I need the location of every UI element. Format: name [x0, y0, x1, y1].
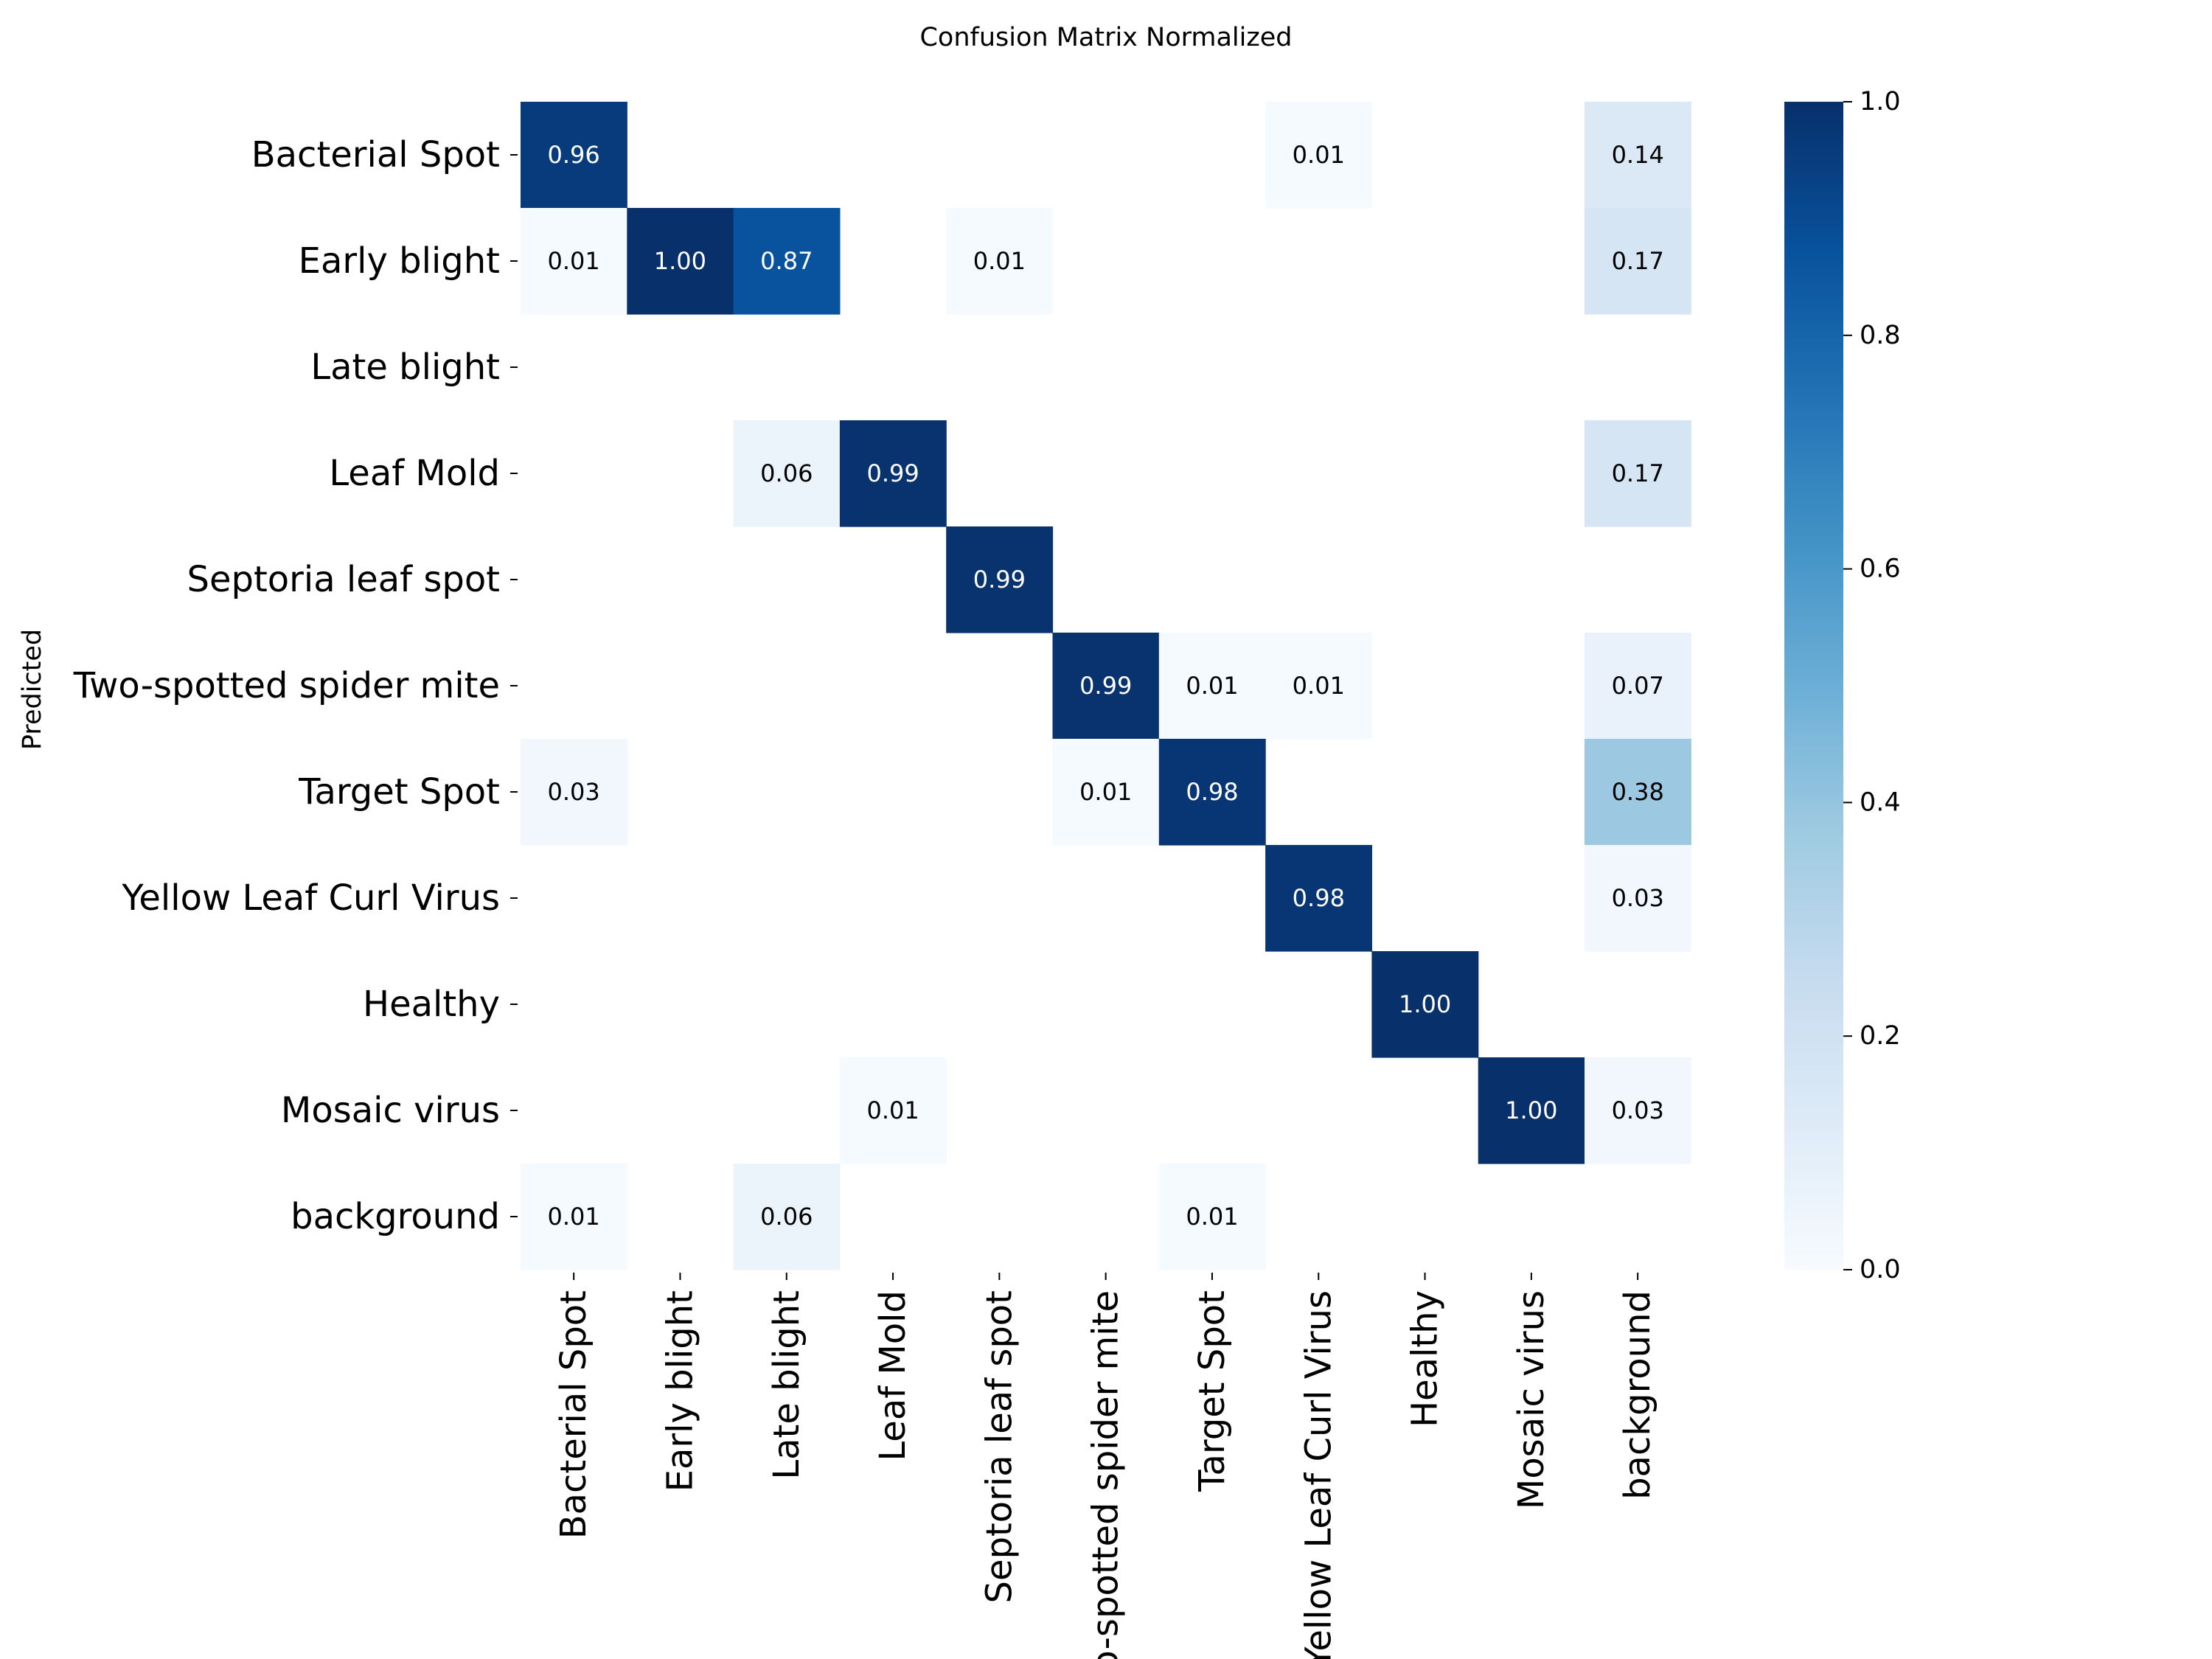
y-tick-label: Mosaic virus	[281, 1090, 500, 1131]
heatmap-cell	[1478, 1057, 1585, 1164]
colorbar-tick-label: 0.6	[1860, 554, 1901, 584]
colorbar-gradient	[1784, 102, 1843, 1270]
y-tick-label: Two-spotted spider mite	[73, 665, 500, 706]
x-tick-label: Leaf Mold	[872, 1290, 914, 1461]
heatmap-cell	[1265, 633, 1372, 740]
heatmap-cell	[1585, 845, 1691, 952]
heatmap-cell	[1585, 633, 1691, 740]
y-tick-label: Leaf Mold	[329, 453, 500, 494]
colorbar-tick-label: 0.2	[1860, 1021, 1901, 1051]
heatmap-cell	[1265, 102, 1372, 209]
cell-value-label: 0.14	[1612, 141, 1664, 169]
x-tick-label: Mosaic virus	[1511, 1290, 1552, 1509]
cell-value-label: 0.01	[547, 247, 599, 275]
heatmap-cell	[733, 208, 841, 315]
heatmap-cell	[839, 420, 947, 527]
x-tick-label: Late blight	[766, 1290, 807, 1480]
cell-value-label: 0.01	[973, 247, 1026, 275]
cell-value-label: 0.99	[1079, 672, 1132, 700]
heatmap-cell	[1585, 1057, 1691, 1164]
heatmap-cell	[1158, 1164, 1266, 1270]
heatmap-cell	[1052, 739, 1160, 846]
cell-value-label: 0.96	[547, 141, 599, 169]
cell-value-label: 0.03	[1612, 1096, 1664, 1124]
cell-value-label: 0.17	[1612, 247, 1664, 275]
chart-title: Confusion Matrix Normalized	[919, 23, 1292, 52]
cell-value-label: 1.00	[1505, 1096, 1557, 1124]
heatmap-cell	[1265, 845, 1372, 952]
heatmap-cell	[627, 208, 734, 315]
cell-value-label: 0.99	[866, 459, 919, 487]
heatmap-cell	[1158, 739, 1266, 846]
cell-value-label: 1.00	[654, 247, 706, 275]
cell-value-label: 1.00	[1399, 990, 1451, 1018]
heatmap-cell	[1585, 102, 1691, 209]
heatmap-cell	[946, 208, 1054, 315]
y-tick-label: Target Spot	[298, 771, 500, 813]
y-tick-label: Bacterial Spot	[251, 134, 500, 175]
y-tick-label: Yellow Leaf Curl Virus	[121, 877, 500, 919]
cell-value-label: 0.38	[1612, 778, 1664, 806]
heatmap-cell	[521, 208, 627, 315]
cell-value-label: 0.01	[1186, 672, 1238, 700]
cell-value-label: 0.01	[1079, 778, 1132, 806]
heatmap-cell	[521, 739, 627, 846]
y-tick-label: Early blight	[299, 240, 500, 282]
cell-value-label: 0.17	[1612, 459, 1664, 487]
y-axis-label: Predicted	[18, 629, 47, 750]
x-tick-label: Septoria leaf spot	[978, 1290, 1020, 1604]
cell-value-labels: 0.96 0.01 0.14 0.01 1.00 0.87 0.01 0.17 0.06 0.99…	[547, 141, 1663, 1231]
heatmap-cells	[521, 102, 1691, 1270]
cell-value-label: 0.03	[1612, 884, 1664, 912]
x-tick-label: Target Spot	[1192, 1290, 1233, 1492]
cell-value-label: 0.01	[866, 1096, 919, 1124]
cell-value-label: 0.03	[547, 778, 599, 806]
cell-value-label: 0.01	[1293, 672, 1345, 700]
cell-value-label: 0.01	[1186, 1203, 1238, 1231]
x-tick-label: Bacterial Spot	[553, 1290, 594, 1539]
cell-value-label: 0.07	[1612, 672, 1664, 700]
heatmap-cell	[733, 1164, 841, 1270]
heatmap-cell	[733, 420, 841, 527]
x-tick-label: Early blight	[660, 1290, 701, 1492]
y-tick-label: background	[291, 1196, 500, 1237]
y-tick-labels: Bacterial Spot Early blight Late blight Lea…	[73, 134, 518, 1237]
heatmap-cell	[1371, 951, 1479, 1058]
heatmap-cell	[1585, 208, 1691, 315]
cell-value-label: 0.98	[1293, 884, 1345, 912]
colorbar-tick-label: 0.0	[1860, 1255, 1901, 1284]
cell-value-label: 0.06	[760, 459, 813, 487]
colorbar-tick-label: 1.0	[1860, 87, 1901, 116]
colorbar: 0.0 0.2 0.4 0.6 0.8 1.0	[1784, 87, 1901, 1284]
colorbar-ticks: 0.0 0.2 0.4 0.6 0.8 1.0	[1843, 87, 1901, 1284]
heatmap-cell	[839, 1057, 947, 1164]
cell-value-label: 0.99	[973, 566, 1026, 594]
colorbar-tick-label: 0.8	[1860, 321, 1901, 350]
y-tick-label: Late blight	[310, 347, 500, 388]
heatmap-cell	[1585, 739, 1691, 846]
x-tick-label: Two-spotted spider mite	[1085, 1290, 1127, 1659]
y-tick-label: Healthy	[363, 984, 500, 1025]
heatmap-cell	[946, 526, 1054, 633]
heatmap-cell	[1052, 633, 1160, 740]
y-tick-label: Septoria leaf spot	[187, 559, 501, 600]
x-tick-label: background	[1617, 1290, 1658, 1500]
cell-value-label: 0.01	[1293, 141, 1345, 169]
cell-value-label: 0.06	[760, 1203, 813, 1231]
heatmap-cell	[521, 102, 627, 209]
heatmap-cell	[521, 1164, 627, 1270]
x-tick-label: Yellow Leaf Curl Virus	[1298, 1290, 1339, 1659]
cell-value-label: 0.98	[1186, 778, 1238, 806]
heatmap-cell	[1585, 420, 1691, 527]
cell-value-label: 0.01	[547, 1203, 599, 1231]
colorbar-tick-label: 0.4	[1860, 787, 1901, 817]
x-tick-labels: Bacterial Spot Early blight Late blight Lea…	[553, 1273, 1658, 1659]
x-tick-label: Healthy	[1405, 1290, 1446, 1427]
cell-value-label: 0.87	[760, 247, 813, 275]
heatmap-cell	[1158, 633, 1266, 740]
